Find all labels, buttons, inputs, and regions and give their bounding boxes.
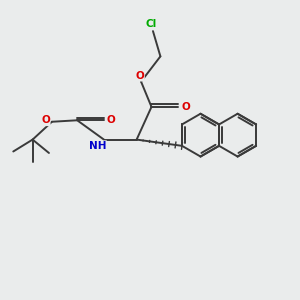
Text: O: O xyxy=(135,71,144,81)
Text: O: O xyxy=(107,115,116,125)
Text: Cl: Cl xyxy=(146,19,157,29)
Text: NH: NH xyxy=(88,141,106,151)
Text: O: O xyxy=(181,102,190,112)
Text: O: O xyxy=(41,115,50,125)
